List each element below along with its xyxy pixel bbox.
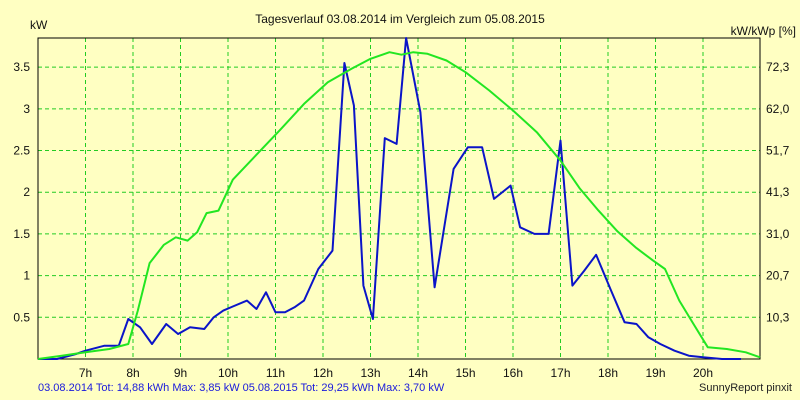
chart-title: Tagesverlauf 03.08.2014 im Vergleich zum… [255, 12, 545, 26]
y-tick-label-left: 1.5 [13, 227, 30, 241]
x-tick-label: 20h [693, 366, 713, 380]
x-tick-label: 16h [503, 366, 523, 380]
x-tick-label: 18h [598, 366, 618, 380]
x-tick-label: 14h [408, 366, 428, 380]
x-tick-label: 8h [126, 366, 139, 380]
x-tick-label: 15h [455, 366, 475, 380]
series [37, 37, 761, 360]
y-tick-label-right: 20,7 [766, 269, 790, 283]
y-tick-label-left: 2.5 [13, 144, 30, 158]
grid [38, 38, 760, 359]
x-tick-label: 12h [313, 366, 333, 380]
x-tick-label: 19h [645, 366, 665, 380]
y-tick-label-right: 72,3 [766, 60, 790, 74]
x-tick-label: 11h [266, 366, 285, 380]
plot-frame [37, 37, 761, 360]
y-tick-label-right: 51,7 [766, 144, 790, 158]
y-axis-label-right: kW/kWp [%] [731, 24, 796, 38]
y-tick-label-right: 62,0 [766, 102, 790, 116]
footer-credit: SunnyReport pinxit [699, 382, 792, 394]
y-tick-label-left: 3 [23, 102, 30, 116]
series-line-1 [38, 37, 741, 360]
tick-labels: 7h 8h 9h 10h 11h 12h 13h 14h 15h 16h 17h 18h 19h 20h 0… [13, 60, 789, 380]
x-tick-label: 10h [218, 366, 238, 380]
x-tick-label: 13h [360, 366, 380, 380]
series-line-2 [37, 51, 761, 360]
y-tick-label-left: 2 [23, 185, 30, 199]
x-tick-label: 17h [550, 366, 570, 380]
y-tick-label-right: 41,3 [766, 185, 790, 199]
legend-series-1: 03.08.2014 Tot: 14,88 kWh Max: 3,85 kW [38, 382, 240, 394]
legend-series-2: 05.08.2015 Tot: 29,25 kWh Max: 3,70 kW [242, 382, 445, 394]
y-axis-label-left: kW [30, 18, 48, 32]
footer-legend: 03.08.2014 Tot: 14,88 kWh Max: 3,85 kW 0… [38, 382, 444, 394]
y-tick-label-left: 0.5 [13, 310, 30, 324]
y-tick-label-left: 3.5 [13, 60, 30, 74]
y-tick-label-right: 31,0 [766, 227, 790, 241]
y-tick-label-right: 10,3 [766, 310, 790, 324]
x-tick-label: 9h [174, 366, 187, 380]
x-tick-label: 7h [79, 366, 92, 380]
y-tick-label-left: 1 [23, 269, 30, 283]
